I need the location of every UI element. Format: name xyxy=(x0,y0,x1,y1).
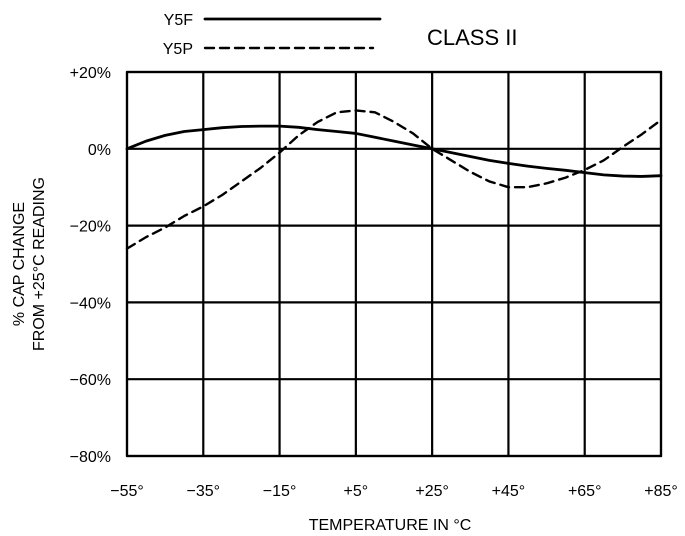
x-tick-label: +85° xyxy=(644,483,678,500)
legend-label: Y5P xyxy=(163,41,193,58)
legend-label: Y5F xyxy=(164,12,194,29)
x-tick-label: −55° xyxy=(110,483,144,500)
y-axis-title: % CAP CHANGE FROM +25°C READING xyxy=(11,177,48,351)
labels-layer: +20% 0% −20% −40% −60% −80% −55° −35° −15° +5° +25… xyxy=(11,25,678,534)
x-tick-label: −15° xyxy=(263,483,297,500)
y5f-series-line xyxy=(125,124,663,178)
y-tick-label: 0% xyxy=(88,142,111,159)
y-axis-title-line-1: % CAP CHANGE xyxy=(11,202,28,326)
chart-title: CLASS II xyxy=(427,25,517,50)
x-tick-label: +65° xyxy=(568,483,602,500)
y5p-series-line xyxy=(125,109,663,250)
y-tick-label: −60% xyxy=(70,372,111,389)
x-tick-label: +45° xyxy=(492,483,526,500)
x-axis-title: TEMPERATURE IN °C xyxy=(309,517,472,534)
x-tick-label: −35° xyxy=(187,483,221,500)
x-tick-label: +25° xyxy=(415,483,449,500)
y-axis-title-line-2: FROM +25°C READING xyxy=(31,177,48,351)
plot-border xyxy=(125,70,663,458)
y-tick-label: −40% xyxy=(70,295,111,312)
legend: Y5F Y5P xyxy=(163,12,382,58)
y-tick-label: +20% xyxy=(70,65,111,82)
series-layer xyxy=(125,109,663,250)
y-tick-label: −20% xyxy=(70,219,111,236)
axes-layer xyxy=(125,70,663,458)
y-tick-label: −80% xyxy=(70,449,111,466)
x-tick-label: +5° xyxy=(344,483,369,500)
